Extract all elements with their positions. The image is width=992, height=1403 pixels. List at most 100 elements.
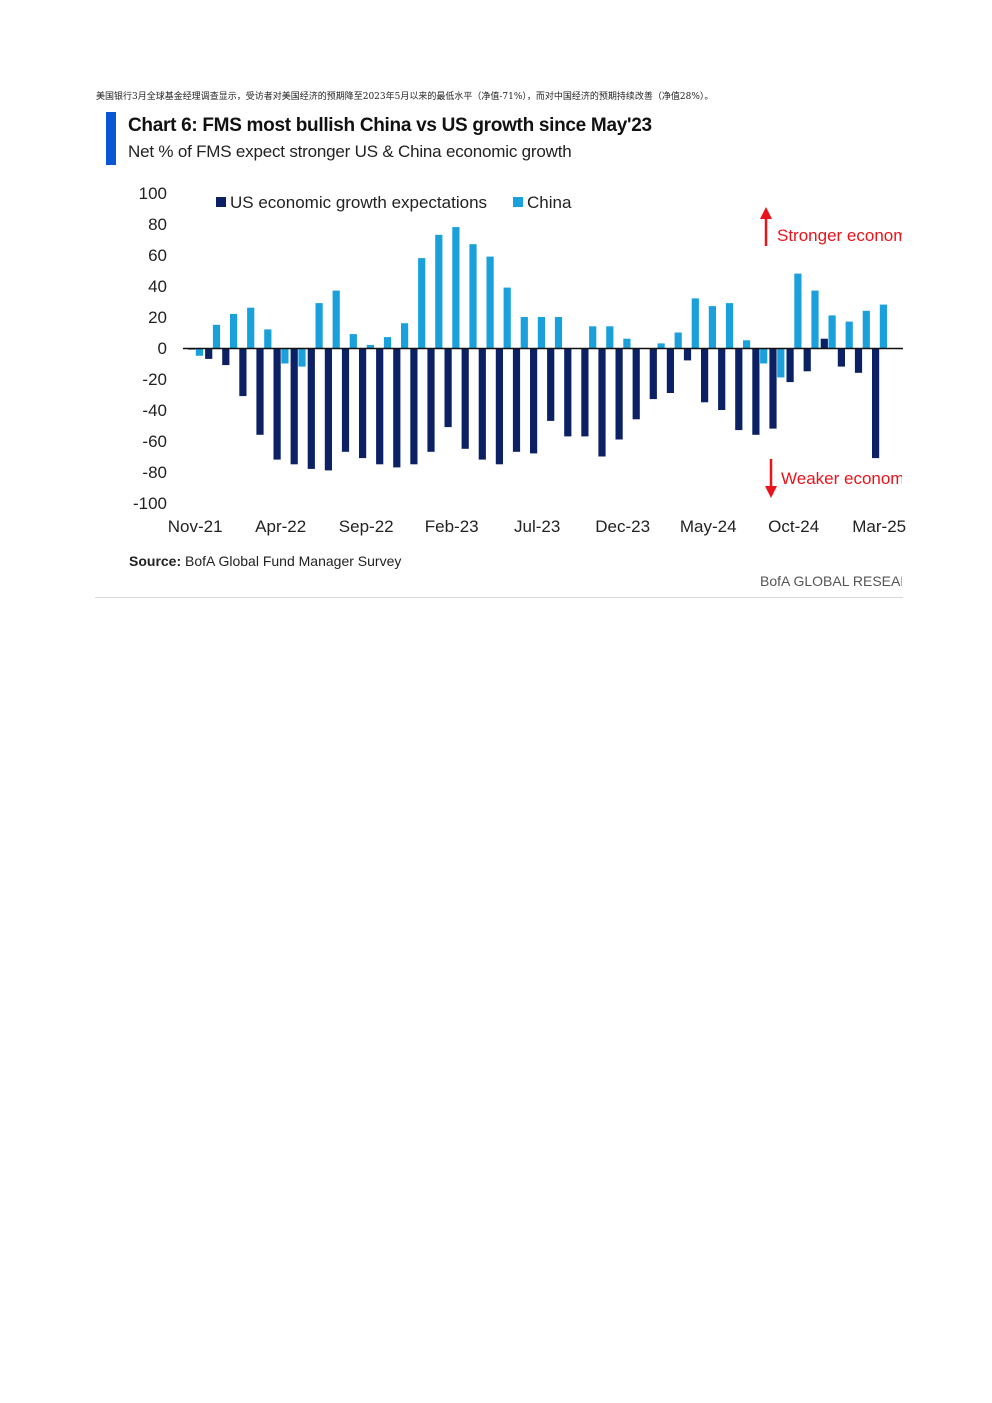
us-bar-oct-22 xyxy=(376,348,384,465)
us-bar-feb-22 xyxy=(239,348,247,397)
us-bar-oct-24 xyxy=(786,348,794,383)
us-bar-mar-24 xyxy=(666,348,674,393)
us-bar-sep-23 xyxy=(564,348,572,437)
y-tick-label: -80 xyxy=(142,463,167,482)
x-tick-label: Mar-25 xyxy=(852,517,906,536)
y-tick-label: -100 xyxy=(133,494,167,513)
us-bar-apr-22 xyxy=(273,348,281,460)
source-label: Source: xyxy=(129,553,182,569)
y-tick-label: 20 xyxy=(148,308,167,327)
us-bar-nov-24 xyxy=(803,348,811,372)
china-bar-dec-21 xyxy=(212,324,221,349)
x-tick-label: May-24 xyxy=(680,517,737,536)
china-bar-oct-23 xyxy=(589,326,597,348)
y-tick-label: 60 xyxy=(148,246,167,265)
us-bar-jul-22 xyxy=(324,348,332,471)
x-tick-label: Feb-23 xyxy=(425,517,479,536)
china-bar-may-22 xyxy=(298,348,306,367)
x-tick-label: Apr-22 xyxy=(255,517,306,536)
china-bar-apr-24 xyxy=(691,298,699,348)
china-bar-aug-24 xyxy=(760,348,768,364)
us-bar-dec-24 xyxy=(820,338,828,348)
china-bar-aug-22 xyxy=(349,334,357,348)
us-bar-sep-24 xyxy=(769,348,777,429)
x-tick-label: Jul-23 xyxy=(514,517,560,536)
china-bar-jun-24 xyxy=(725,303,734,348)
china-bar-jan-22 xyxy=(230,313,238,348)
us-bar-may-24 xyxy=(701,348,709,403)
bars xyxy=(188,227,887,471)
china-bar-mar-23 xyxy=(469,244,477,348)
y-axis: 100 80 60 40 20 0 -20 -40 -60 -80 -100 xyxy=(133,184,167,513)
us-bar-feb-24 xyxy=(649,348,657,400)
us-bar-jan-23 xyxy=(427,348,435,452)
y-tick-label: -60 xyxy=(142,432,167,451)
china-bar-mar-24 xyxy=(674,332,682,348)
us-bar-jun-24 xyxy=(718,348,726,410)
china-bar-jun-22 xyxy=(315,303,323,348)
china-bar-feb-24 xyxy=(657,343,665,348)
footer-brand: BofA GLOBAL RESEARCH xyxy=(760,573,902,589)
us-bar-aug-22 xyxy=(341,348,350,452)
us-bar-aug-24 xyxy=(752,348,760,435)
us-bar-nov-23 xyxy=(598,348,606,457)
china-bar-mar-22 xyxy=(264,329,272,348)
china-bar-feb-23 xyxy=(452,227,460,348)
us-bar-mar-22 xyxy=(256,348,264,435)
source-text: BofA Global Fund Manager Survey xyxy=(185,553,402,569)
us-bar-sep-22 xyxy=(359,348,367,459)
china-bar-sep-22 xyxy=(366,344,374,348)
title-accent-bar xyxy=(106,112,116,165)
us-bar-apr-24 xyxy=(683,348,692,361)
china-bar-may-24 xyxy=(708,306,716,348)
china-bar-apr-22 xyxy=(281,348,289,364)
x-tick-label: Dec-23 xyxy=(595,517,650,536)
china-bar-jul-24 xyxy=(743,340,751,349)
china-bar-dec-23 xyxy=(623,338,631,348)
us-bar-dec-23 xyxy=(615,348,623,440)
us-bar-dec-22 xyxy=(410,348,418,465)
arrow-up-icon xyxy=(760,207,772,219)
us-bar-feb-25 xyxy=(854,348,863,373)
china-bar-nov-23 xyxy=(606,326,614,348)
china-bar-feb-22 xyxy=(247,307,255,348)
y-tick-label: -20 xyxy=(142,370,167,389)
china-bar-dec-24 xyxy=(828,315,836,348)
legend-label-1: China xyxy=(527,193,572,212)
x-tick-label: Oct-24 xyxy=(768,517,819,536)
china-bar-jan-25 xyxy=(845,321,853,348)
x-tick-label: Nov-21 xyxy=(168,517,223,536)
us-bar-feb-23 xyxy=(444,348,452,428)
china-bar-oct-24 xyxy=(794,273,802,348)
x-tick-label: Sep-22 xyxy=(339,517,394,536)
china-bar-jun-23 xyxy=(520,317,528,348)
arrow-down-icon xyxy=(765,486,777,498)
us-bar-oct-23 xyxy=(581,348,589,437)
bar-chart: 100 80 60 40 20 0 -20 -40 -60 -80 -100 Nov-21 Apr-2… xyxy=(133,184,916,536)
annotations: Stronger economy Weaker economy xyxy=(760,207,916,498)
legend-swatch-0 xyxy=(216,197,226,207)
china-bar-nov-24 xyxy=(811,290,819,348)
china-bar-apr-23 xyxy=(486,256,494,348)
weaker-economy-label: Weaker economy xyxy=(781,469,913,488)
us-bar-may-22 xyxy=(290,348,298,465)
us-bar-jul-24 xyxy=(735,348,743,431)
legend: US economic growth expectations China xyxy=(216,193,572,212)
us-bar-may-23 xyxy=(495,348,503,465)
china-bar-nov-21 xyxy=(195,348,203,356)
us-bar-jun-23 xyxy=(512,348,521,452)
china-bar-jul-23 xyxy=(537,317,545,348)
china-bar-jul-22 xyxy=(332,290,340,348)
us-bar-jul-23 xyxy=(530,348,538,454)
y-tick-label: -40 xyxy=(142,401,167,420)
us-bar-nov-22 xyxy=(393,348,401,468)
divider xyxy=(95,597,903,598)
stronger-economy-label: Stronger economy xyxy=(777,226,916,245)
chart-title: Chart 6: FMS most bullish China vs US gr… xyxy=(128,115,652,136)
y-tick-label: 0 xyxy=(158,339,167,358)
china-bar-feb-25 xyxy=(862,310,870,348)
y-tick-label: 80 xyxy=(148,215,167,234)
china-bar-sep-24 xyxy=(777,348,785,378)
us-bar-jun-22 xyxy=(307,348,315,469)
china-bar-nov-22 xyxy=(401,323,409,348)
